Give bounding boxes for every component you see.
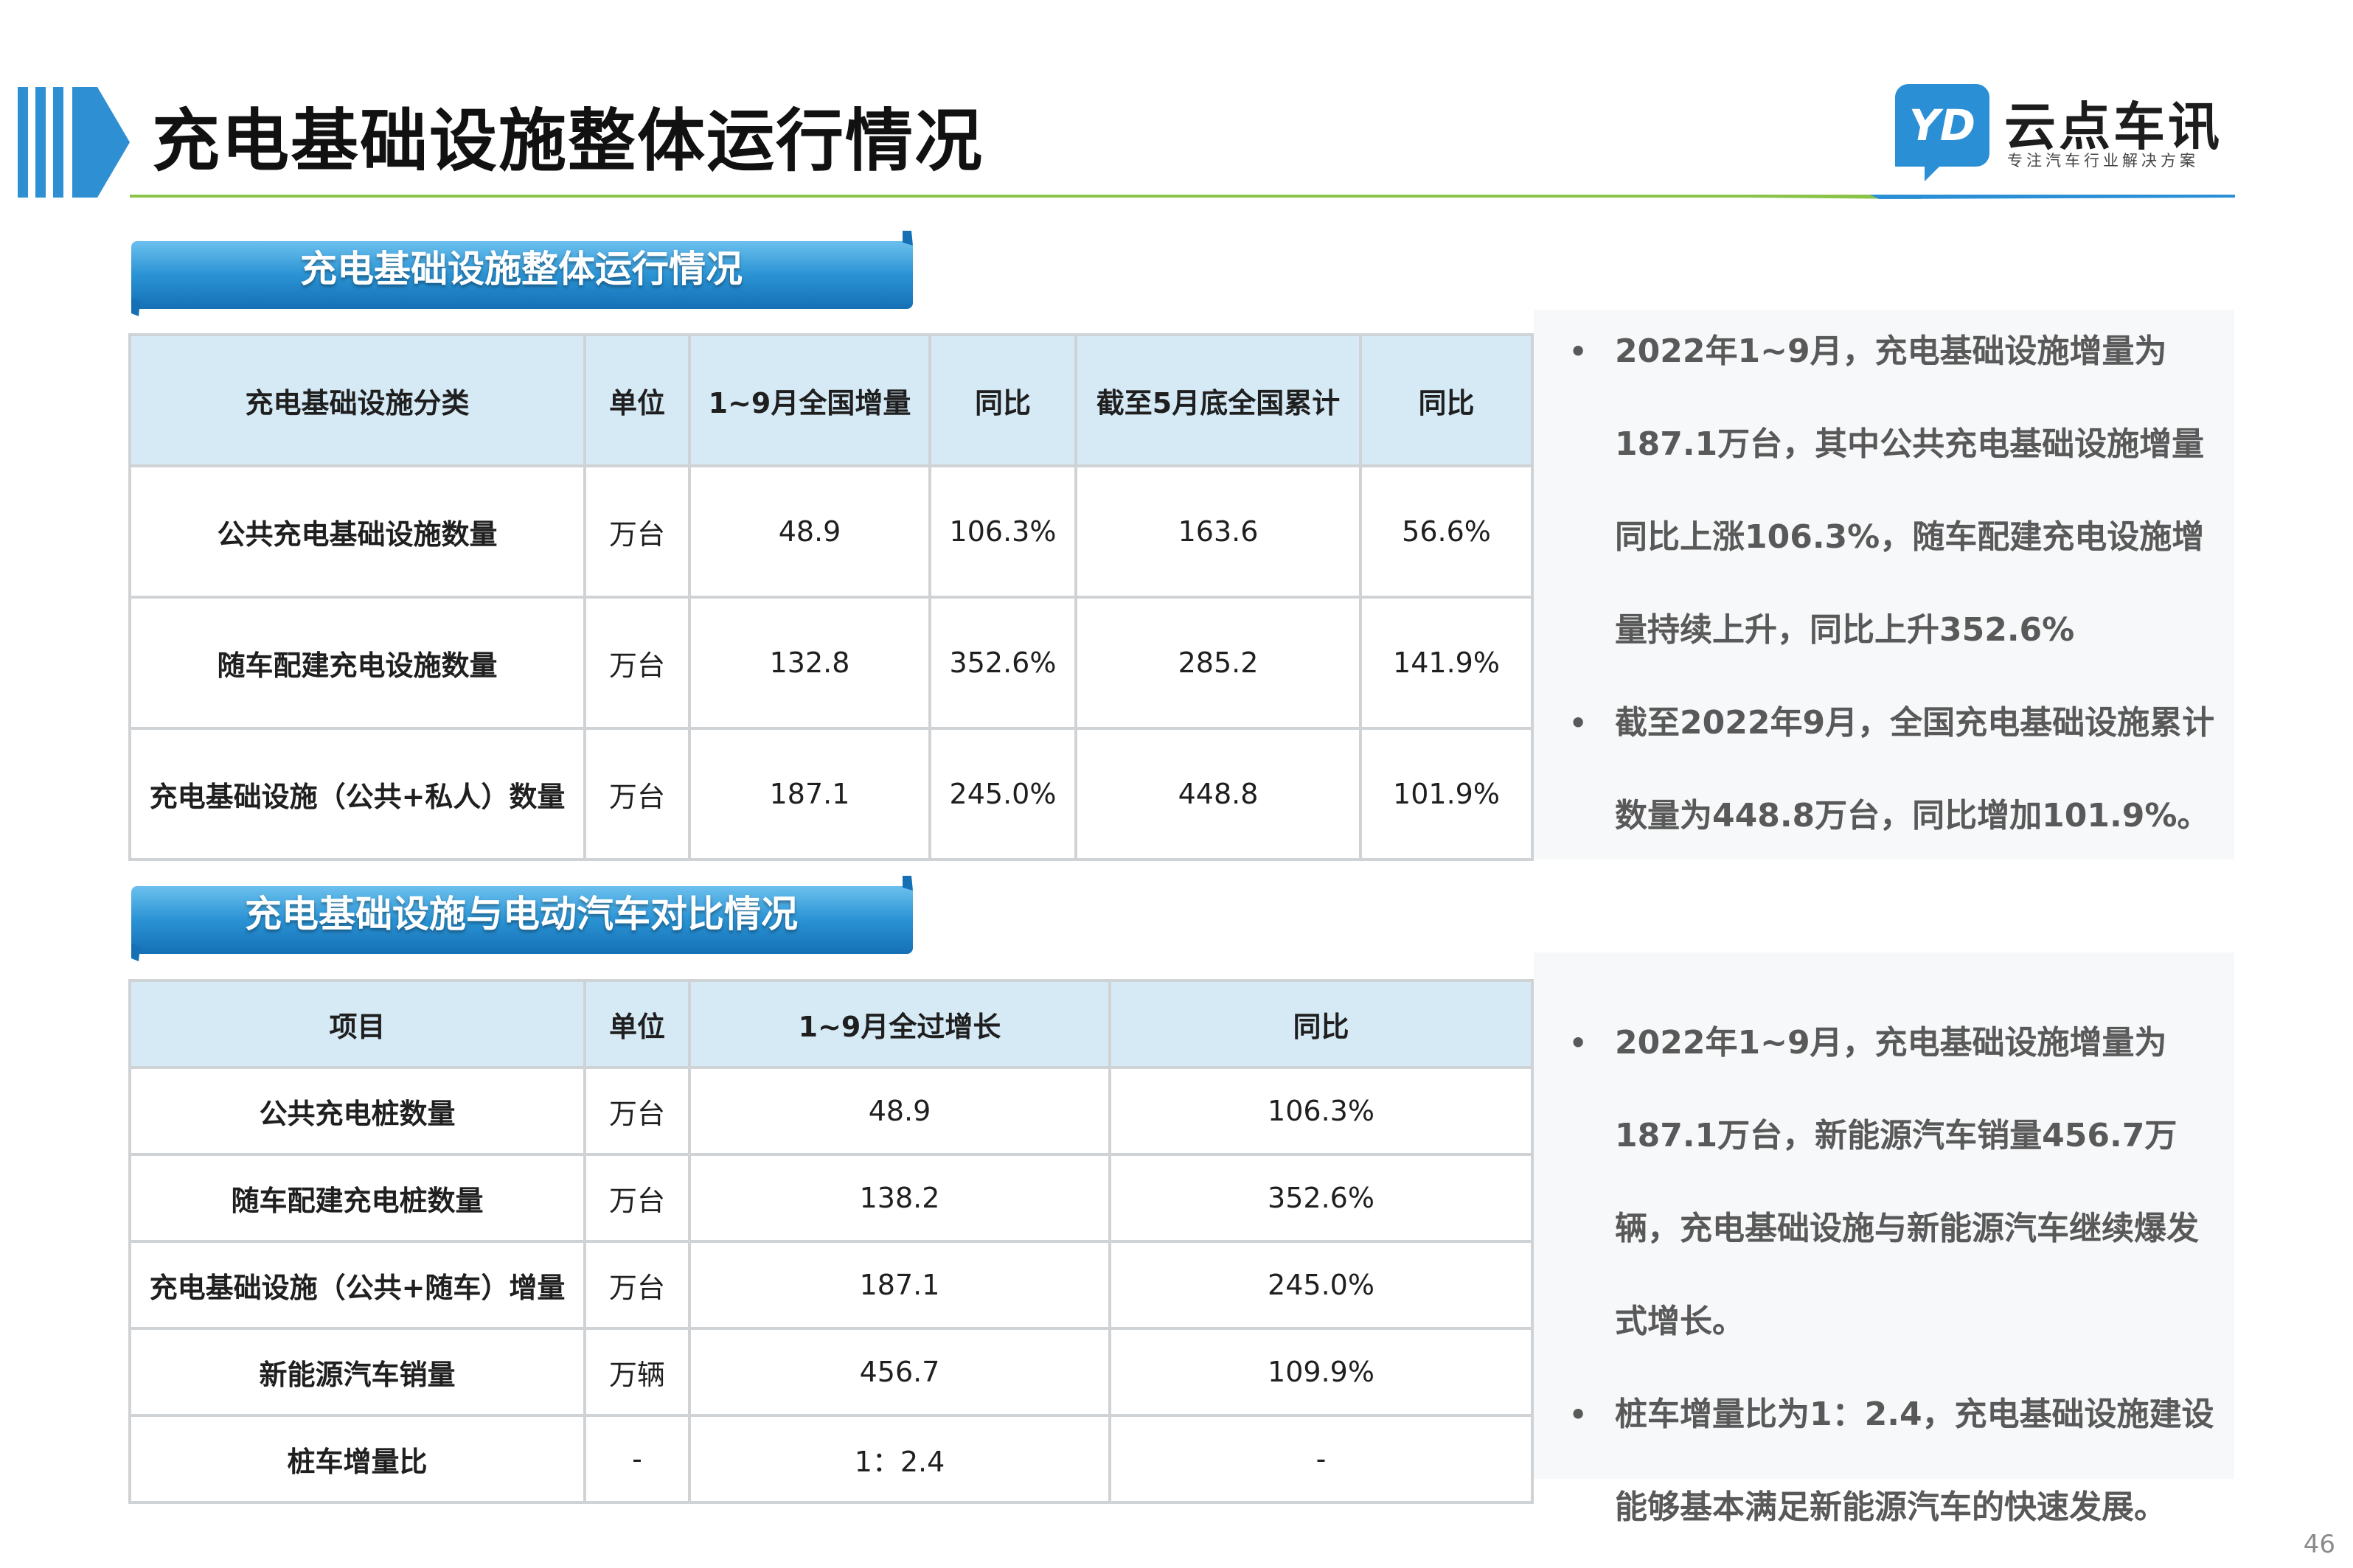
- company-logo: YD 云点车讯 专注汽车行业解决方案: [1895, 81, 2234, 181]
- section2-notes-panel: 2022年1~9月，充电基础设施增量为187.1万台，新能源汽车销量456.7万…: [1534, 952, 2234, 1526]
- table-cell: 106.3%: [1108, 1066, 1534, 1156]
- table-cell: -: [1108, 1414, 1534, 1504]
- column-header: 单位: [583, 333, 691, 467]
- table-row: 桩车增量比 - 1：2.4 -: [128, 1414, 1534, 1504]
- table-row: 随车配建充电设施数量 万台 132.8 352.6% 285.2 141.9%: [128, 596, 1534, 730]
- page-number: 46: [2303, 1530, 2335, 1559]
- header-divider: [130, 195, 2235, 199]
- logo-slogan: 专注汽车行业解决方案: [2007, 152, 2199, 170]
- note-item: 2022年1~9月，充电基础设施增量为187.1万台，其中公共充电基础设施增量同…: [1556, 305, 2220, 677]
- notes-list: 2022年1~9月，充电基础设施增量为187.1万台，其中公共充电基础设施增量同…: [1556, 305, 2220, 863]
- row-label: 公共充电基础设施数量: [128, 464, 586, 599]
- table-row: 新能源汽车销量 万辆 456.7 109.9%: [128, 1327, 1534, 1417]
- column-header: 截至5月底全国累计: [1074, 333, 1362, 467]
- table-row: 公共充电基础设施数量 万台 48.9 106.3% 163.6 56.6%: [128, 464, 1534, 599]
- table-cell: -: [583, 1414, 691, 1504]
- row-label: 充电基础设施（公共+随车）增量: [128, 1240, 586, 1330]
- table-cell: 万台: [583, 1240, 691, 1330]
- column-header: 同比: [1359, 333, 1534, 467]
- section1-notes-panel: 2022年1~9月，充电基础设施增量为187.1万台，其中公共充电基础设施增量同…: [1534, 305, 2234, 860]
- table-cell: 106.3%: [928, 464, 1077, 599]
- table-cell: 245.0%: [1108, 1240, 1534, 1330]
- table-cell: 48.9: [688, 1066, 1111, 1156]
- table-cell: 138.2: [688, 1153, 1111, 1243]
- column-header: 充电基础设施分类: [128, 333, 586, 467]
- logo-mark: YD: [1895, 84, 1989, 167]
- column-header: 项目: [128, 979, 586, 1069]
- table-cell: 1：2.4: [688, 1414, 1111, 1504]
- note-item: 桩车增量比为1：2.4，充电基础设施建设能够基本满足新能源汽车的快速发展。: [1556, 1368, 2220, 1554]
- table-cell: 448.8: [1074, 727, 1362, 861]
- table-cell: 352.6%: [928, 596, 1077, 730]
- table-row: 充电基础设施（公共+私人）数量 万台 187.1 245.0% 448.8 10…: [128, 727, 1534, 861]
- title-marker-bars: [18, 87, 130, 198]
- table-row: 充电基础设施（公共+随车）增量 万台 187.1 245.0%: [128, 1240, 1534, 1330]
- row-label: 桩车增量比: [128, 1414, 586, 1504]
- table-cell: 456.7: [688, 1327, 1111, 1417]
- table-cell: 285.2: [1074, 596, 1362, 730]
- column-header: 1~9月全国增量: [688, 333, 931, 467]
- section2-banner: 充电基础设施与电动汽车对比情况: [127, 870, 916, 963]
- table-cell: 万台: [583, 464, 691, 599]
- column-header: 同比: [928, 333, 1077, 467]
- column-header: 1~9月全过增长: [688, 979, 1111, 1069]
- table-cell: 187.1: [688, 727, 931, 861]
- table-cell: 132.8: [688, 596, 931, 730]
- table-row: 公共充电桩数量 万台 48.9 106.3%: [128, 1066, 1534, 1156]
- table-cell: 万台: [583, 727, 691, 861]
- section1-banner: 充电基础设施整体运行情况: [127, 225, 916, 318]
- infrastructure-table: 充电基础设施分类 单位 1~9月全国增量 同比 截至5月底全国累计 同比 公共充…: [128, 333, 1534, 861]
- table-cell: 万台: [583, 596, 691, 730]
- column-header: 同比: [1108, 979, 1534, 1069]
- table-cell: 101.9%: [1359, 727, 1534, 861]
- row-label: 随车配建充电桩数量: [128, 1153, 586, 1243]
- section2-banner-label: 充电基础设施与电动汽车对比情况: [245, 893, 798, 935]
- table-cell: 万辆: [583, 1327, 691, 1417]
- row-label: 新能源汽车销量: [128, 1327, 586, 1417]
- logo-name: 云点车讯: [2004, 97, 2222, 157]
- column-header: 单位: [583, 979, 691, 1069]
- table-cell: 48.9: [688, 464, 931, 599]
- table-header-row: 充电基础设施分类 单位 1~9月全国增量 同比 截至5月底全国累计 同比: [128, 333, 1534, 467]
- row-label: 随车配建充电设施数量: [128, 596, 586, 730]
- comparison-table: 项目 单位 1~9月全过增长 同比 公共充电桩数量 万台 48.9 106.3%…: [128, 979, 1534, 1504]
- notes-list: 2022年1~9月，充电基础设施增量为187.1万台，新能源汽车销量456.7万…: [1556, 997, 2220, 1554]
- table-cell: 163.6: [1074, 464, 1362, 599]
- page-title: 充电基础设施整体运行情况: [152, 102, 984, 181]
- table-cell: 万台: [583, 1066, 691, 1156]
- table-cell: 109.9%: [1108, 1327, 1534, 1417]
- table-cell: 352.6%: [1108, 1153, 1534, 1243]
- table-cell: 56.6%: [1359, 464, 1534, 599]
- table-cell: 141.9%: [1359, 596, 1534, 730]
- table-cell: 187.1: [688, 1240, 1111, 1330]
- note-item: 截至2022年9月，全国充电基础设施累计数量为448.8万台，同比增加101.9…: [1556, 677, 2220, 863]
- table-header-row: 项目 单位 1~9月全过增长 同比: [128, 979, 1534, 1069]
- row-label: 充电基础设施（公共+私人）数量: [128, 727, 586, 861]
- note-item: 2022年1~9月，充电基础设施增量为187.1万台，新能源汽车销量456.7万…: [1556, 997, 2220, 1368]
- table-cell: 245.0%: [928, 727, 1077, 861]
- section1-banner-label: 充电基础设施整体运行情况: [300, 248, 743, 290]
- row-label: 公共充电桩数量: [128, 1066, 586, 1156]
- table-row: 随车配建充电桩数量 万台 138.2 352.6%: [128, 1153, 1534, 1243]
- table-cell: 万台: [583, 1153, 691, 1243]
